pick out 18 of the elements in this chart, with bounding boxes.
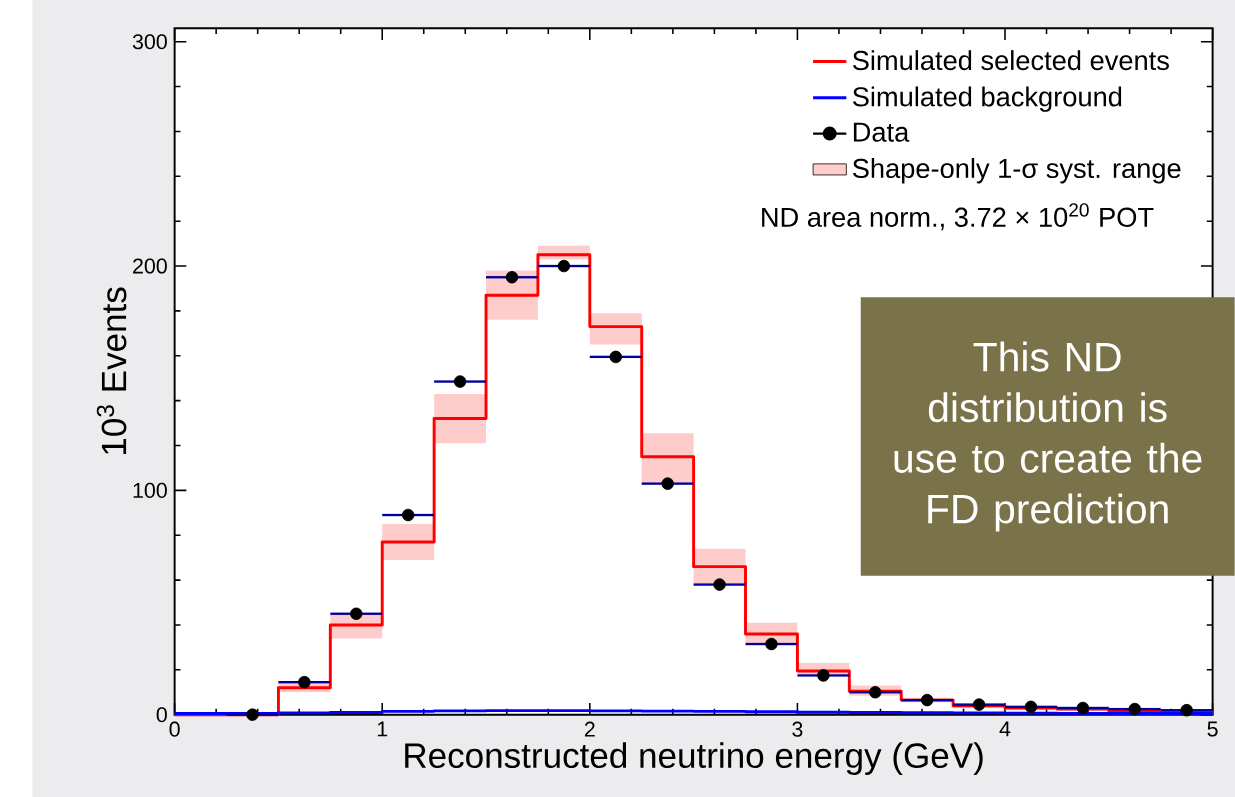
y-tick-label: 200 — [133, 258, 167, 274]
legend-label: Shape-only 1-σ syst. range — [852, 157, 1181, 184]
annotation: This ND distribution is use to create the FD prediction — [894, 341, 1202, 532]
x-tick-label: 5 — [1207, 721, 1218, 737]
legend-label: Simulated background — [852, 86, 1122, 112]
legend-label: Simulated selected events — [852, 49, 1169, 70]
x-tick-label: 3 — [792, 721, 803, 737]
y-axis-title: 10$^{3}$ Events — [96, 287, 127, 454]
x-axis-title: Reconstructed neutrino energy (GeV) — [405, 742, 983, 775]
x-tick-label: 2 — [584, 721, 595, 737]
y-tick-label: 0 — [156, 706, 167, 723]
x-tick-label: 0 — [169, 721, 180, 737]
y-tick-label: 300 — [132, 33, 167, 50]
x-tick-label: 1 — [377, 721, 388, 737]
annotation: ND area norm., 3.72 × 10$^{20}$ POT — [762, 202, 1154, 230]
legend-label: Data — [853, 122, 910, 142]
y-tick-label: 100 — [133, 482, 167, 498]
x-tick-label: 4 — [999, 721, 1011, 737]
